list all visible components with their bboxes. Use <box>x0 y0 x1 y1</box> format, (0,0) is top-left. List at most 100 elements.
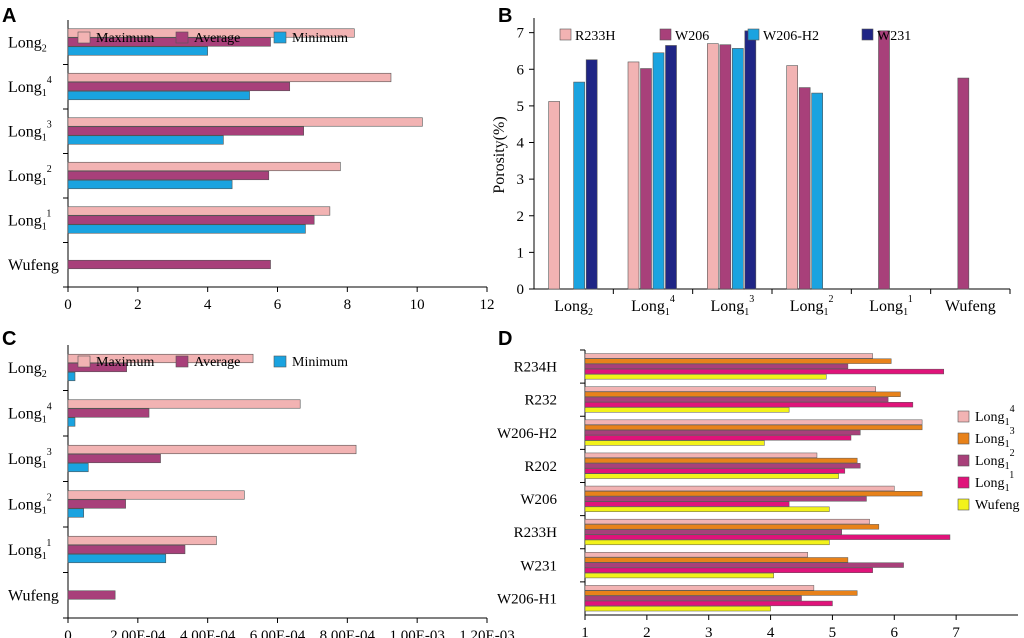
panel-d-bar <box>584 452 818 458</box>
panel-c-category-label: Long13 <box>8 447 52 471</box>
panel-d-bar <box>584 429 861 436</box>
panel-c-bar <box>67 462 89 473</box>
panel-d-bar <box>584 386 876 392</box>
panel-d-bar <box>584 407 790 413</box>
panel-d-legend-swatch <box>957 454 970 467</box>
panel-b-bar <box>707 43 719 290</box>
panel-d-bar <box>584 557 849 563</box>
panel-b-bar <box>786 65 798 290</box>
panel-d-category-label: R234H <box>514 360 558 376</box>
panel-a: A 0 2 4 6 8 10 12 Long2 Long14 Long13 Long12 Long11… <box>2 5 495 313</box>
panel-c-bar <box>67 362 127 373</box>
panel-b-y-axis-title: Porosity(%) <box>491 116 508 193</box>
panel-a-bar <box>67 28 355 38</box>
panel-d-bar <box>584 501 790 507</box>
panel-d-x-tick-label: 6 <box>891 625 899 638</box>
panel-b-bar <box>732 48 744 290</box>
panel-d-bar <box>584 496 867 502</box>
panel-c-x-tick-label: 4.00E-04 <box>180 628 236 638</box>
panel-b-bar <box>573 81 585 290</box>
panel-b-category-label: Long14 <box>631 294 675 318</box>
panel-b-y-tick-label: 3 <box>517 172 525 188</box>
panel-d-bar <box>584 457 858 464</box>
panel-b-bar <box>811 92 823 290</box>
panel-d-bar <box>584 605 771 612</box>
panel-b-legend-swatch <box>559 28 572 41</box>
panel-c-x-tick-label: 1.20E-03 <box>459 628 514 638</box>
panel-c-x-tick-label: 2.00E-04 <box>110 628 166 638</box>
panel-a-category-label: Long11 <box>8 208 51 232</box>
panel-b-y-tick-label: 7 <box>517 26 525 42</box>
panel-d-bar <box>584 402 914 408</box>
panel-b-category-label: Long2 <box>554 298 593 318</box>
panel-b-bar <box>652 52 665 290</box>
panel-c-bar <box>67 399 301 409</box>
panel-b-category-label: Wufeng <box>945 298 996 315</box>
panel-c-category-label: Wufeng <box>8 587 59 604</box>
panel-a-label: A <box>2 5 16 27</box>
panel-d-bar <box>584 419 923 425</box>
panel-b-legend-label: W231 <box>877 29 911 44</box>
panel-d-bar <box>584 518 870 525</box>
panel-a-category-label: Long13 <box>8 119 52 143</box>
panel-a-x-tick-label: 4 <box>204 297 212 313</box>
panel-d-bar <box>584 529 842 535</box>
panel-d-legend-label: Long14 <box>975 404 1015 428</box>
panel-a-legend-label: Maximum <box>96 31 154 46</box>
panel-d-bar <box>584 358 892 364</box>
panel-d-bar <box>584 440 765 446</box>
panel-d-category-label: W231 <box>520 558 557 574</box>
panel-b-bar <box>878 30 890 290</box>
panel-b-bar <box>719 44 732 290</box>
panel-a-category-label: Long12 <box>8 164 52 188</box>
panel-c-legend-label: Minimum <box>292 355 348 370</box>
panel-b-y-tick-label: 5 <box>517 99 525 115</box>
panel-d-bar <box>584 473 839 479</box>
panel-a-x-tick-label: 12 <box>480 297 495 313</box>
panel-d-bar <box>584 534 951 540</box>
panel-d-bar <box>584 463 861 469</box>
panel-d-legend-swatch <box>957 410 970 423</box>
panel-a-category-label: Long2 <box>8 34 47 54</box>
panel-d-bar <box>584 485 895 492</box>
panel-b-bar <box>548 101 560 290</box>
panel-d-bar <box>584 363 849 370</box>
panel-c-bar <box>67 553 167 564</box>
panel-c-bar <box>67 490 245 500</box>
panel-a-bar <box>67 117 423 127</box>
panel-a-legend-label: Minimum <box>292 31 348 46</box>
panel-a-x-tick-label: 0 <box>64 297 72 313</box>
panel-d-bar <box>584 491 923 497</box>
panel-c-bar <box>67 544 186 555</box>
panel-d-category-label: R202 <box>524 459 557 475</box>
panel-b-y-tick-label: 1 <box>517 245 525 261</box>
panel-a-legend-swatch <box>77 31 91 44</box>
panel-b-category-label: Long12 <box>790 294 834 318</box>
panel-a-bar <box>67 126 304 136</box>
panel-a-bar <box>67 215 315 225</box>
panel-d-category-label: R232 <box>524 393 557 409</box>
panel-a-bar <box>67 259 271 270</box>
panel-c-bar <box>67 353 254 364</box>
panel-b-legend-label: W206-H2 <box>763 29 819 44</box>
panel-c-category-label: Long11 <box>8 538 51 562</box>
panel-b-y-tick-label: 0 <box>517 282 525 298</box>
panel-d-bar <box>584 585 815 591</box>
panel-c-label: C <box>2 328 16 350</box>
panel-b-y-tick-label: 6 <box>517 62 525 78</box>
panel-b-y-tick-label: 4 <box>517 136 525 152</box>
panel-d-bar <box>584 552 808 558</box>
panel-b-legend-swatch <box>861 28 874 41</box>
panel-a-bar <box>67 170 270 181</box>
panel-c-legend-label: Maximum <box>96 355 154 370</box>
panel-a-x-tick-label: 10 <box>410 297 425 313</box>
panel-b-y-tick-label: 2 <box>517 209 525 225</box>
panel-a-legend-swatch <box>273 31 287 44</box>
panel-c-bar <box>67 371 76 382</box>
panel-d-legend-label: Long12 <box>975 448 1015 472</box>
panel-d-bar <box>584 396 889 403</box>
panel-c-legend-swatch <box>175 355 189 368</box>
panel-d-legend-label: Long11 <box>975 470 1014 494</box>
panel-d-legend-swatch <box>957 498 970 511</box>
